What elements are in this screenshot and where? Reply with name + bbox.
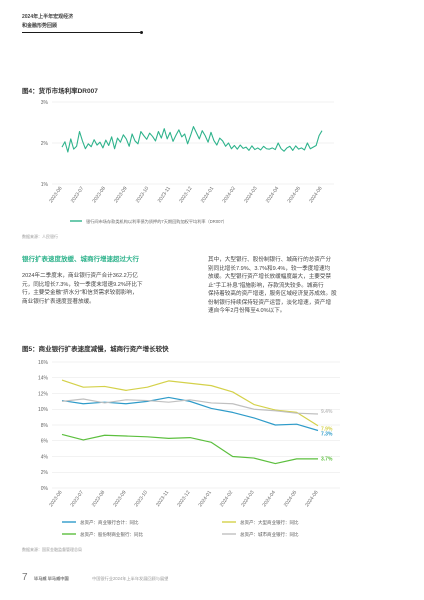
- y-tick-label: 14%: [38, 376, 49, 382]
- footer-brand: 毕马威 毕马威中国: [34, 576, 69, 581]
- header-line1: 2024年上半年宏观经济: [22, 14, 74, 20]
- y-tick-label: 6%: [41, 439, 49, 445]
- x-tick-label: 2024-02: [219, 490, 235, 509]
- x-tick-label: 2023-10: [135, 186, 151, 205]
- fig5-chart: 16% 14% 12% 10% 8% 6% 4% 2% 0% 2023-06 2023-07 202…: [38, 360, 340, 538]
- y-tick-label: 16%: [38, 360, 49, 366]
- x-tick-label: 2023-11: [155, 490, 170, 508]
- right-para-line: 速自今年2月份降至4.0%以下。: [208, 308, 286, 314]
- series-end-label: 7.3%: [321, 431, 333, 437]
- left-paragraph: 2024年二季度末，商业银行资产合计362.2万亿 元，同比增长7.3%，较一季…: [22, 272, 172, 306]
- header-rule-dot: [140, 31, 143, 34]
- header-rule: [22, 32, 140, 33]
- x-tick-label: 2023-10: [134, 490, 150, 509]
- x-tick-label: 2023-12: [178, 186, 194, 205]
- y-tick-label: 2%: [41, 470, 49, 476]
- x-tick-label: 2023-06: [48, 186, 64, 205]
- section-title: 银行扩表速度放缓、城商行增速超过大行: [22, 256, 139, 263]
- x-tick-label: 2023-12: [176, 490, 192, 509]
- fig4-source: 数据来源：人民银行: [22, 234, 58, 239]
- right-para-line: 保持着较高的资产增速，服务区域经济复苏成效。股: [208, 291, 337, 297]
- y-tick-label: 10%: [38, 407, 49, 413]
- series-line: [61, 433, 318, 465]
- x-tick-label: 2024-06: [308, 186, 324, 205]
- fig4-title: 图4：货币市场利率DR007: [22, 88, 98, 95]
- series-end-label: 3.7%: [321, 457, 333, 463]
- series-line: [61, 396, 319, 432]
- header-line2: 和金融形势回顾: [22, 23, 58, 29]
- left-para-line: 行，主要受金融“挤水分”和信贷需求较弱影响，: [22, 290, 138, 296]
- x-tick-label: 2024-02: [222, 186, 238, 205]
- fig5-title: 图5：商业银行扩表速度减慢，城商行资产增长较快: [22, 346, 169, 353]
- left-para-line: 2024年二季度末，商业银行资产合计362.2万亿: [22, 273, 138, 279]
- y-tick-label: 2%: [41, 141, 49, 147]
- y-tick-label: 4%: [41, 454, 49, 460]
- page-number: 7: [22, 572, 28, 583]
- x-tick-label: 2023-09: [112, 490, 128, 509]
- x-tick-label: 2024-01: [198, 490, 214, 509]
- x-tick-label: 2023-08: [91, 490, 107, 509]
- series-line: [61, 398, 319, 415]
- right-para-line: 其中，大型银行、股份制银行、城商行的总资产分: [208, 257, 332, 263]
- x-tick-label: 2024-04: [265, 186, 281, 205]
- y-tick-label: 1%: [41, 182, 49, 188]
- right-paragraph: 其中，大型银行、股份制银行、城商行的总资产分 别同比增长7.9%、3.7%和9.…: [208, 256, 404, 316]
- right-para-line: 份制银行持续保持轻资产运营，淡化增速，资产增: [208, 299, 332, 306]
- x-tick-label: 2024-01: [200, 186, 216, 205]
- fig5-legend-label-1: 总资产：商业银行合计：同比: [80, 519, 139, 526]
- fig5-legend-label-4: 总资产：城市商业银行：同比: [240, 531, 299, 538]
- series-line: [61, 379, 319, 427]
- left-para-line: 商业银行扩表速度显著放缓。: [22, 298, 95, 305]
- x-tick-label: 2024-03: [240, 490, 256, 509]
- x-tick-label: 2023-07: [70, 186, 86, 205]
- right-para-line: 放缓。大型银行资产增长放缓幅度最大，主要受禁: [208, 274, 332, 280]
- x-tick-label: 2023-06: [48, 490, 64, 509]
- y-tick-label: 8%: [41, 423, 49, 429]
- x-tick-label: 2023-07: [70, 490, 86, 509]
- fig4-legend-label: 银行间市场存款类机构以利率债为质押的7天期回购加权平均利率（DR007）: [86, 218, 227, 225]
- fig5-legend-label-2: 总资产：大型商业银行：同比: [240, 519, 299, 526]
- x-tick-label: 2023-11: [157, 186, 172, 204]
- fig4-chart: 3% 2% 1% 2023-06 2023-07 2023-08 2023-09 2023-…: [41, 100, 334, 225]
- series-end-label: 7.9%: [321, 427, 333, 433]
- series-end-label: 9.4%: [321, 409, 333, 415]
- x-tick-label: 2024-05: [287, 186, 303, 205]
- y-tick-label: 3%: [41, 100, 49, 106]
- y-tick-label: 0%: [41, 486, 49, 492]
- x-tick-label: 2024-04: [262, 490, 278, 509]
- x-tick-label: 2023-08: [92, 186, 108, 205]
- left-para-line: 元，同比增长7.3%，较一季度末增速9.2%环比下: [22, 281, 143, 288]
- footer-text: 中国银行业2024年上半年发展回顾与展望: [92, 576, 169, 581]
- x-tick-label: 2023-09: [113, 186, 129, 205]
- y-tick-label: 12%: [38, 391, 49, 397]
- x-tick-label: 2024-06: [304, 490, 320, 509]
- right-para-line: 止“手工补息”措施影响，存款流失较多。城商行: [208, 282, 324, 289]
- series-line: [61, 126, 323, 153]
- x-tick-label: 2024-03: [243, 186, 259, 205]
- fig5-source: 数据来源：国家金融监督管理总局: [22, 547, 82, 552]
- fig5-legend-label-3: 总资产：股份制商业银行：同比: [80, 531, 143, 538]
- x-tick-label: 2024-05: [283, 490, 299, 509]
- right-para-line: 别同比增长7.9%、3.7%和9.4%，较一季度增速均: [208, 265, 331, 272]
